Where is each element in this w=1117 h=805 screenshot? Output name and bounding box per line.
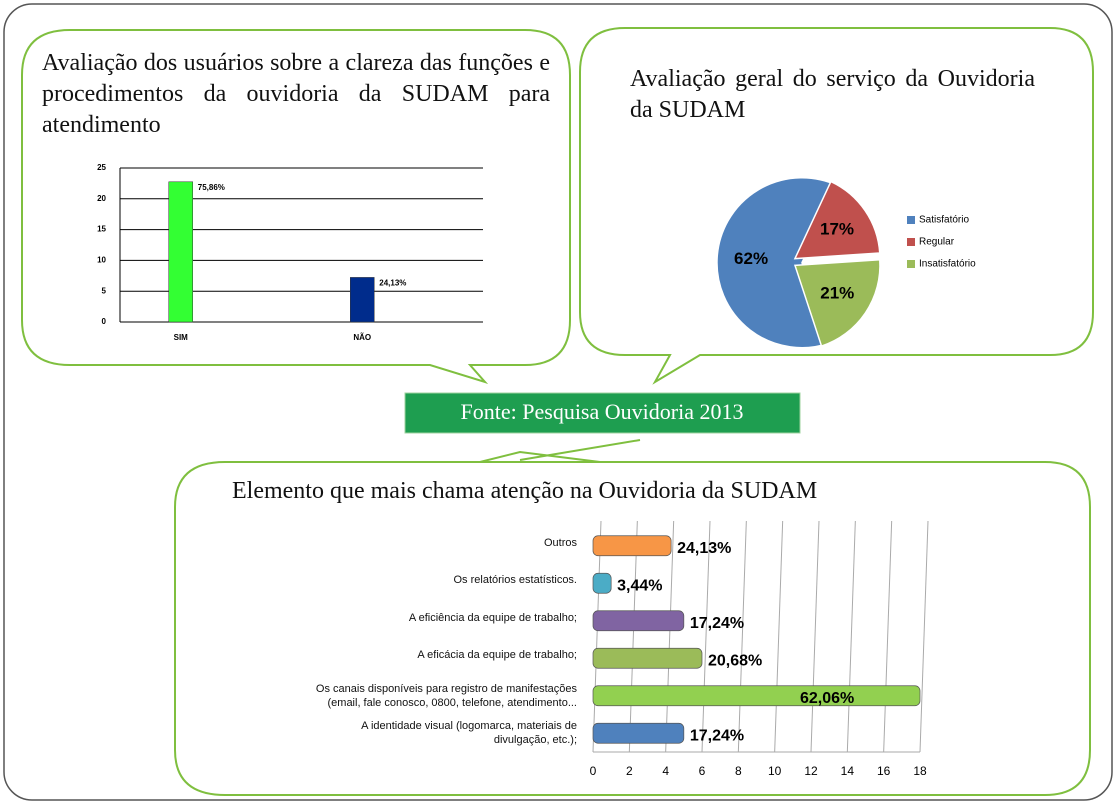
y-tick-label: A identidade visual (logomarca, materiai…	[361, 720, 577, 747]
y-tick-label: Outros	[543, 536, 577, 549]
chart-title: Avaliação geral do serviço da Ouvidoria …	[630, 66, 1035, 123]
x-tick-label: 0	[590, 764, 597, 778]
value-label: 17%	[820, 219, 854, 238]
value-label: 62,06%	[800, 690, 854, 707]
value-label: 20,68%	[708, 652, 762, 669]
y-tick-label: 0	[102, 317, 107, 326]
grid-line	[810, 520, 820, 753]
value-label: 21%	[820, 283, 854, 302]
bubble	[21, 29, 571, 385]
frame	[3, 3, 1113, 801]
grid-line	[665, 520, 675, 753]
x-tick-label: NÃO	[353, 333, 371, 342]
chart-title: Elemento que mais chama atenção na Ouvid…	[232, 478, 818, 504]
bar	[350, 277, 375, 323]
x-tick-label: 10	[768, 764, 782, 778]
pie-slice	[793, 180, 881, 260]
grid-line	[919, 520, 929, 753]
legend-label: Regular	[919, 237, 955, 248]
legend-swatch	[907, 216, 915, 224]
grid-line	[592, 520, 602, 753]
grid-line	[846, 520, 856, 753]
source: Fonte: Pesquisa Ouvidoria 2013	[461, 399, 744, 424]
value-label: 17,24%	[690, 615, 744, 632]
grid-line	[737, 520, 747, 753]
legend-label: Insatisfatório	[919, 259, 976, 270]
bar	[592, 535, 672, 557]
grid-line	[701, 520, 711, 753]
x-tick-label: 2	[626, 764, 633, 778]
y-tick-label: 20	[97, 194, 106, 203]
value-label: 24,13%	[379, 279, 406, 288]
y-tick-label: 15	[97, 225, 106, 234]
y-tick-label: Os canais disponíveis para registro de m…	[315, 682, 577, 709]
y-tick-label: 10	[97, 256, 106, 265]
grid-line	[774, 520, 784, 753]
x-tick-label: 14	[841, 764, 855, 778]
bar	[592, 610, 685, 632]
bar	[592, 572, 612, 594]
legend-label: Satisfatório	[919, 215, 969, 226]
x-tick-label: 18	[913, 764, 927, 778]
x-tick-label: 12	[804, 764, 818, 778]
grid-line	[883, 520, 893, 753]
x-tick-label: SIM	[174, 333, 189, 342]
y-tick-label: 25	[97, 163, 106, 172]
pie-slice	[793, 258, 881, 348]
y-tick-label: Os relatórios estatísticos.	[453, 574, 578, 587]
x-tick-label: 6	[699, 764, 706, 778]
chart-title: Avaliação dos usuários sobre a clareza d…	[42, 50, 550, 138]
legend-swatch	[907, 238, 915, 246]
y-tick-label: 5	[102, 286, 107, 295]
value-label: 3,44%	[617, 577, 662, 594]
y-tick-label: A eficiência da equipe de trabalho;	[408, 611, 577, 624]
bar	[592, 685, 921, 707]
bar	[592, 647, 703, 669]
source-box	[404, 392, 801, 434]
y-tick-label: A eficácia da equipe de trabalho;	[417, 649, 577, 662]
value-label: 24,13%	[677, 540, 731, 557]
value-label: 75,86%	[198, 183, 225, 192]
x-tick-label: 8	[735, 764, 742, 778]
value-label: 17,24%	[690, 727, 744, 744]
x-tick-label: 4	[662, 764, 669, 778]
bar	[592, 722, 685, 744]
bar	[168, 181, 193, 323]
value-label: 62%	[734, 249, 768, 268]
x-tick-label: 16	[877, 764, 891, 778]
legend-swatch	[907, 260, 915, 268]
grid-line	[628, 520, 638, 753]
connector	[519, 439, 641, 461]
